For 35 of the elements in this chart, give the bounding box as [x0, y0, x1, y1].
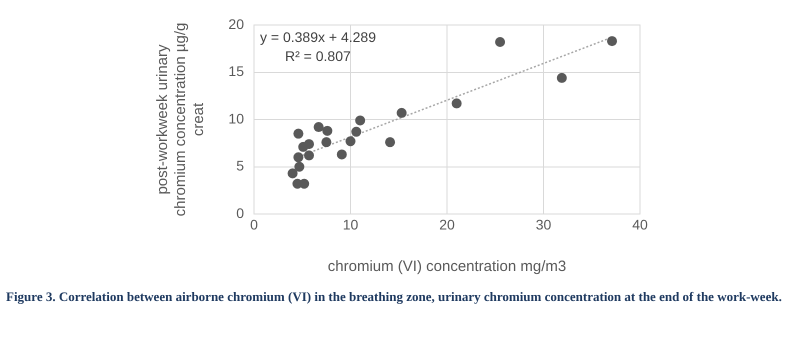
- y-tick-label: 15: [228, 63, 244, 80]
- point: [293, 152, 304, 162]
- y-axis-title: post-workweek urinary chromium concentration µg/g creat: [154, 22, 208, 216]
- x-tick-label: 30: [536, 216, 552, 232]
- x-axis-title: chromium (VI) concentration mg/m3: [328, 258, 566, 276]
- point: [396, 108, 407, 118]
- caption: Figure 3. Correlation between airborne chromium (VI) in the breathing zone, urinary chromium concentration at the end of the work-week.: [6, 288, 783, 306]
- point: [293, 128, 304, 139]
- point: [299, 178, 310, 189]
- point: [304, 150, 314, 160]
- point: [385, 137, 396, 148]
- point: [336, 149, 347, 160]
- y-tick-label: 0: [236, 204, 244, 221]
- y-tick-label: 20: [228, 16, 244, 32]
- point: [288, 168, 298, 178]
- point: [495, 37, 506, 48]
- point: [351, 126, 362, 137]
- x-tick-label: 10: [342, 216, 358, 232]
- point: [294, 162, 304, 172]
- x-tick-label: 20: [439, 216, 455, 232]
- y-tick-label: 10: [228, 110, 244, 126]
- point: [322, 126, 332, 136]
- point: [314, 122, 324, 132]
- point: [556, 72, 567, 83]
- y-tick-label: 5: [236, 158, 244, 174]
- point: [355, 115, 366, 126]
- annotation: R² = 0.807: [285, 48, 351, 64]
- x-tick-label: 0: [250, 216, 258, 232]
- point: [452, 98, 462, 108]
- annotation: y = 0.389x + 4.289: [260, 28, 376, 45]
- point: [607, 36, 618, 46]
- x-tick-label: 40: [632, 216, 648, 232]
- point: [304, 139, 314, 150]
- point: [321, 137, 332, 148]
- point: [346, 136, 356, 146]
